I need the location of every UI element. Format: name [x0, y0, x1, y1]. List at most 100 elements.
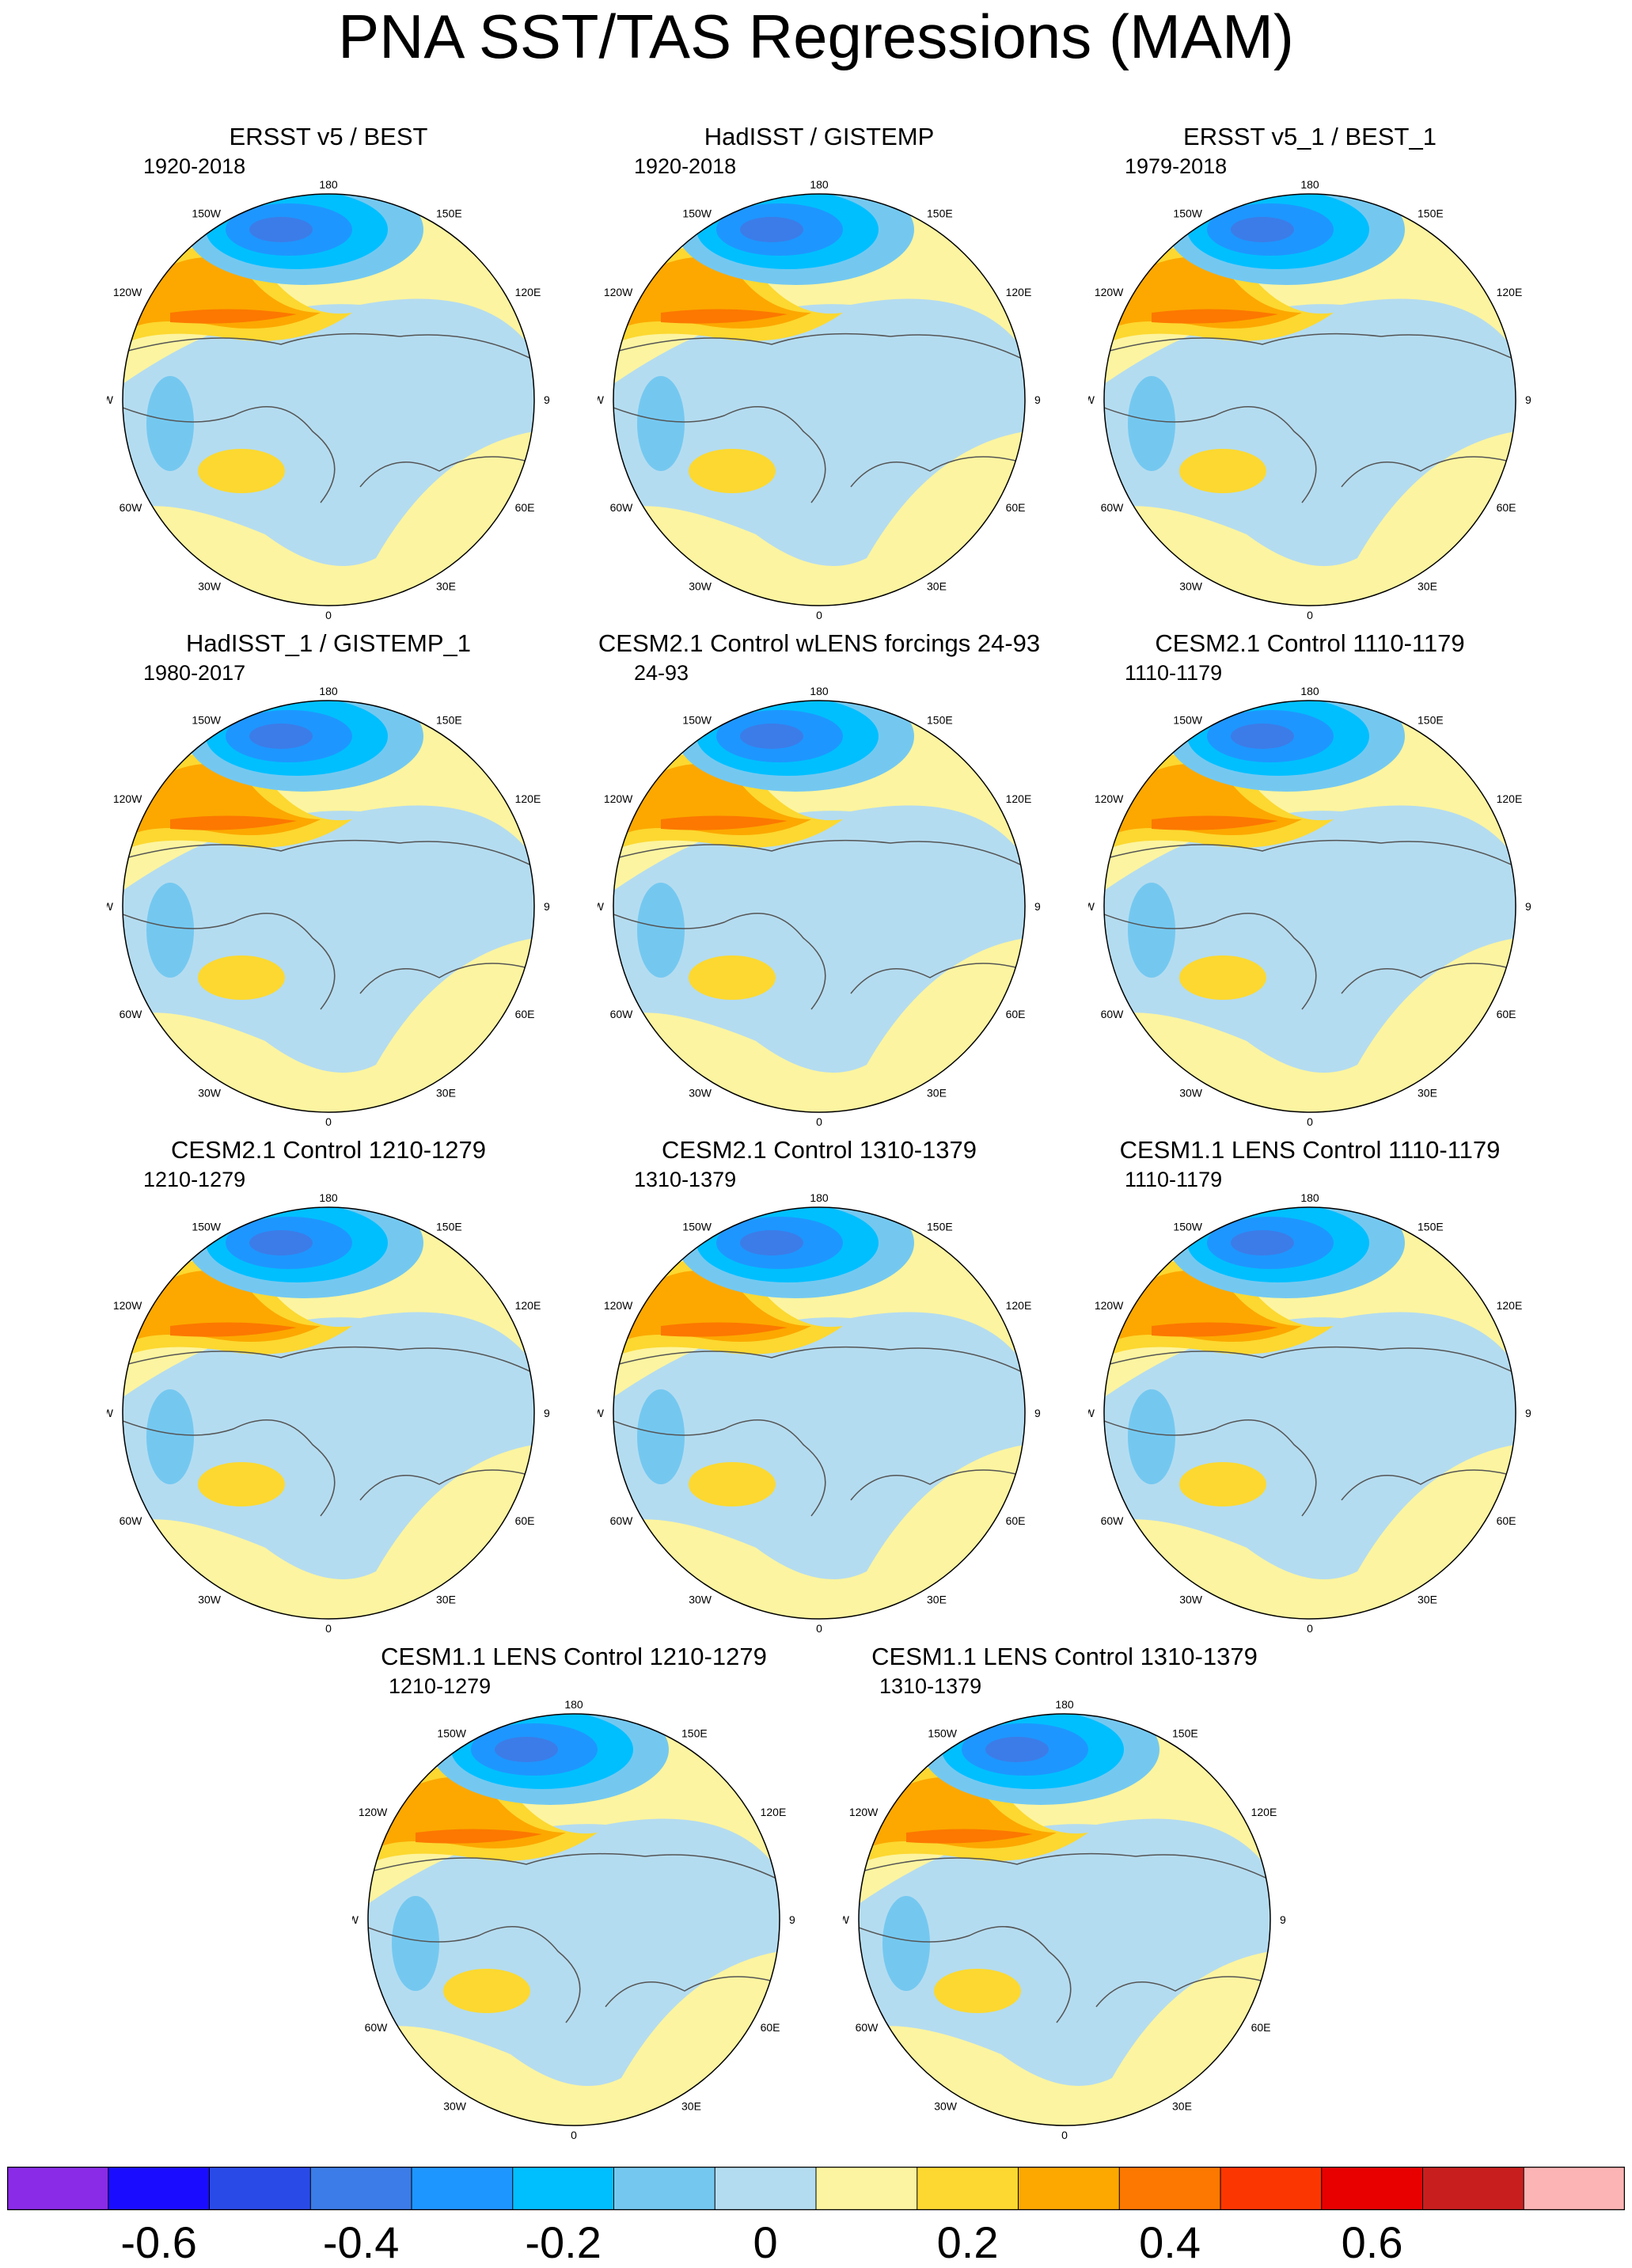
polar-map: 180 150E 120E 90E 60E 30E 0 30W 60W 90W 120W 150W	[1088, 685, 1531, 1128]
atlantic-cold-patch	[1128, 883, 1175, 978]
map-panel-cesm1-1110: CESM1.1 LENS Control 1110-1179 1110-1179…	[1088, 1136, 1531, 1635]
coastline-europe	[850, 456, 1025, 488]
longitude-label-bottom: 0	[325, 609, 332, 621]
longitude-label-top: 180	[1300, 178, 1319, 191]
longitude-label-mid_upper_left: 120W	[604, 286, 633, 298]
colorbar-swatch	[1422, 2167, 1524, 2210]
longitude-label-mid_upper_left: 120W	[1095, 286, 1124, 298]
longitude-label-top: 180	[319, 1191, 338, 1204]
map-panel-cesm2-1210: CESM2.1 Control 1210-1279 1210-1279 180 1…	[107, 1136, 550, 1635]
positive-anomaly-core	[131, 764, 321, 835]
longitude-label-right: 90E	[544, 900, 550, 913]
coastline-north	[1104, 1346, 1516, 1374]
colorbar-swatch	[816, 2167, 918, 2210]
longitude-label-upper_right: 150E	[1418, 207, 1444, 219]
positive-anomaly-core	[621, 1271, 811, 1342]
polar-map: 180 150E 120E 90E 60E 30E 0 30W 60W 90W 120W 150W	[598, 685, 1041, 1128]
longitude-label-lower_right: 30E	[927, 580, 947, 593]
positive-anomaly-core	[867, 1777, 1057, 1848]
coastline-greenland	[613, 913, 826, 1010]
atlantic-warm-patch	[198, 449, 285, 493]
atlantic-warm-patch	[198, 955, 285, 1000]
longitude-label-mid_upper_left: 120W	[1095, 792, 1124, 805]
atlantic-warm-patch	[1179, 1462, 1266, 1506]
longitude-label-lower_left: 30W	[1179, 1087, 1203, 1100]
longitude-label-left: 90W	[598, 1407, 605, 1419]
coastline-north	[123, 839, 534, 868]
longitude-label-upper_right: 150E	[1418, 713, 1444, 726]
polar-map: 180 150E 120E 90E 60E 30E 0 30W 60W 90W 120W 150W	[598, 178, 1041, 621]
panel-period: 1310-1379	[634, 1168, 737, 1191]
colorbar-swatch	[7, 2167, 109, 2210]
longitude-label-lower_right: 30E	[436, 1594, 456, 1606]
atlantic-cold-patch	[1128, 1389, 1175, 1484]
coastline-greenland	[123, 1419, 336, 1517]
map-boundary	[858, 1713, 1271, 2126]
panel-title: CESM2.1 Control 1110-1179	[1155, 629, 1465, 657]
panel-title: CESM2.1 Control 1310-1379	[661, 1136, 977, 1164]
longitude-label-lower_left: 30W	[1179, 580, 1203, 593]
longitude-label-right: 90E	[1034, 1407, 1041, 1419]
panel-period: 24-93	[634, 661, 689, 685]
map-boundary	[1103, 700, 1516, 1113]
coastline-north	[368, 1852, 780, 1881]
longitude-label-mid_upper_right: 120E	[1497, 1299, 1523, 1312]
longitude-label-mid_upper_right: 120E	[515, 1299, 541, 1312]
map-panel-ersst-best-1: ERSST v5_1 / BEST_1 1979-2018 180 150E 120…	[1088, 123, 1531, 621]
longitude-label-top: 180	[810, 685, 829, 697]
longitude-label-left: 90W	[598, 393, 605, 406]
polar-map: 180 150E 120E 90E 60E 30E 0 30W 60W 90W 120W 150W	[107, 1191, 550, 1635]
longitude-label-upper_right: 150E	[927, 713, 953, 726]
negative-anomaly-region	[123, 1312, 534, 1579]
longitude-label-upper_right: 150E	[681, 1727, 708, 1739]
positive-anomaly-peak	[170, 1322, 297, 1337]
longitude-label-mid_upper_left: 120W	[604, 792, 633, 805]
negative-anomaly-pacific-peak	[740, 217, 803, 242]
longitude-label-bottom: 0	[816, 1115, 822, 1128]
panel-period: 1210-1279	[389, 1674, 491, 1698]
longitude-label-mid_lower_right: 60E	[515, 1514, 535, 1527]
coastline-greenland	[123, 913, 336, 1010]
longitude-label-right: 90E	[789, 1913, 795, 1926]
longitude-label-mid_lower_right: 60E	[761, 2021, 780, 2034]
colorbar-labels: -0.6 -0.4 -0.2 0 0.2 0.4 0.6	[0, 2217, 1632, 2267]
negative-anomaly-region	[1104, 298, 1516, 566]
longitude-label-upper_right: 150E	[927, 1220, 953, 1233]
longitude-label-left: 90W	[1088, 900, 1095, 913]
colorbar-swatch	[1018, 2167, 1120, 2210]
coastline-greenland	[1104, 1419, 1317, 1517]
negative-anomaly-pacific-peak	[740, 724, 803, 749]
longitude-label-mid_lower_right: 60E	[1006, 1008, 1026, 1020]
longitude-label-top: 180	[319, 178, 338, 191]
coastline-greenland	[368, 1926, 581, 2023]
coastline-greenland	[859, 1926, 1072, 2023]
longitude-label-right: 90E	[1034, 393, 1041, 406]
longitude-label-bottom: 0	[816, 609, 822, 621]
longitude-label-top: 180	[1300, 1191, 1319, 1204]
positive-anomaly-core	[1112, 1271, 1302, 1342]
positive-anomaly-peak	[661, 309, 788, 324]
longitude-label-mid_lower_left: 60W	[856, 2021, 879, 2034]
longitude-label-lower_left: 30W	[689, 580, 712, 593]
longitude-label-upper_right: 150E	[436, 207, 462, 219]
positive-anomaly-peak	[170, 815, 297, 830]
longitude-label-bottom: 0	[1307, 1622, 1313, 1635]
longitude-label-mid_upper_left: 120W	[113, 286, 142, 298]
longitude-label-lower_right: 30E	[1418, 1594, 1437, 1606]
coastline-greenland	[1104, 913, 1317, 1010]
negative-anomaly-pacific-peak	[985, 1737, 1049, 1762]
atlantic-cold-patch	[146, 376, 194, 471]
longitude-label-mid_lower_left: 60W	[1101, 501, 1125, 514]
map-boundary	[613, 1206, 1026, 1620]
coastline-north	[859, 1852, 1270, 1881]
longitude-label-left: 90W	[352, 1913, 359, 1926]
coastline-europe	[1341, 963, 1516, 994]
panel-period: 1110-1179	[1125, 661, 1223, 685]
longitude-label-left: 90W	[107, 393, 114, 406]
positive-anomaly-peak	[661, 815, 788, 830]
longitude-label-upper_left: 150W	[1173, 713, 1202, 726]
panel-period: 1980-2017	[143, 661, 246, 685]
longitude-label-left: 90W	[843, 1913, 850, 1926]
longitude-label-bottom: 0	[816, 1622, 822, 1635]
longitude-label-mid_upper_left: 120W	[849, 1806, 879, 1818]
